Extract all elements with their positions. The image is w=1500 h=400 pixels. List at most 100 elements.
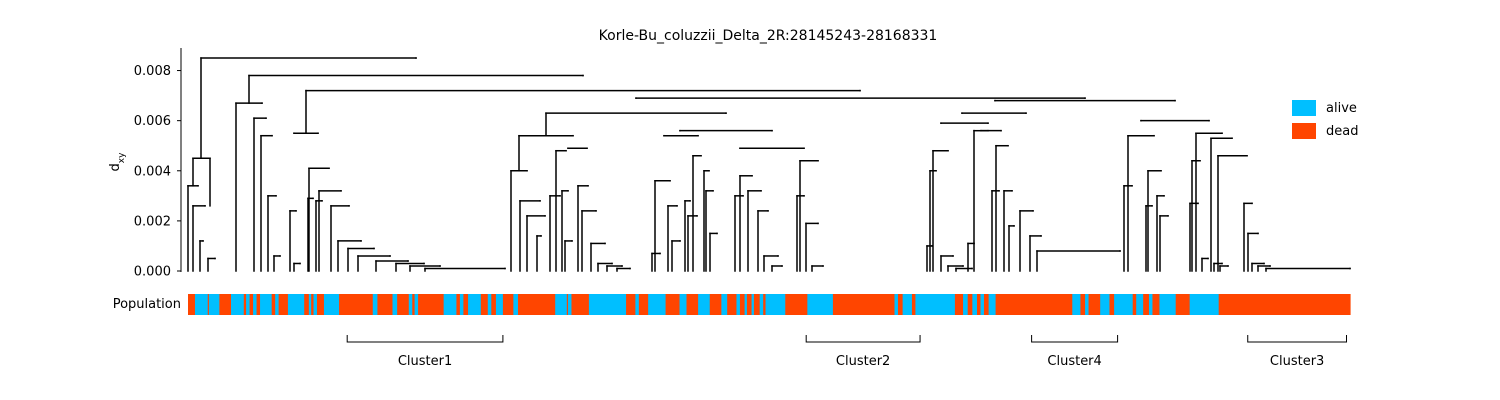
- population-segment-alive: [459, 294, 464, 315]
- population-segment-alive: [721, 294, 728, 315]
- population-segment-dead: [571, 294, 590, 315]
- population-segment-dead: [1152, 294, 1161, 315]
- population-segment-dead: [219, 294, 232, 315]
- cluster-label: Cluster3: [1270, 354, 1324, 369]
- population-bar: [188, 294, 1351, 315]
- population-segment-alive: [894, 294, 899, 315]
- population-segment-alive: [414, 294, 419, 315]
- population-segment-alive: [736, 294, 741, 315]
- dendrogram-tree: [187, 57, 1351, 272]
- population-segment-alive: [972, 294, 978, 315]
- cluster-annotations: Cluster1 Cluster2 Cluster4 Cluster3: [346, 335, 1348, 369]
- population-segment-alive: [567, 294, 573, 315]
- population-segment-alive: [287, 294, 305, 315]
- population-segment-alive: [253, 294, 258, 315]
- population-segment-alive: [744, 294, 748, 315]
- population-segment-alive: [555, 294, 568, 315]
- cluster-label: Cluster4: [1047, 354, 1101, 369]
- population-segment-alive: [323, 294, 340, 315]
- y-tick-label: 0.004: [134, 164, 171, 179]
- y-tick-label: 0.000: [134, 265, 171, 280]
- population-segment-dead: [1218, 294, 1351, 315]
- cluster-bracket: [346, 335, 504, 343]
- population-segment-dead: [1132, 294, 1137, 315]
- population-segment-dead: [832, 294, 896, 315]
- population-segment-dead: [412, 294, 416, 315]
- chart-title: Korle-Bu_coluzzii_Delta_2R:28145243-2816…: [599, 28, 938, 44]
- legend-swatch-dead: [1292, 123, 1316, 139]
- y-axis-label: dxy: [108, 152, 127, 172]
- cluster-label: Cluster1: [398, 354, 452, 369]
- cluster-bracket: [805, 335, 921, 343]
- y-tick-label: 0.006: [134, 114, 171, 129]
- population-segment-dead: [418, 294, 445, 315]
- y-tick-label: 0.002: [134, 214, 171, 229]
- population-segment-alive: [495, 294, 504, 315]
- population-segment-dead: [709, 294, 722, 315]
- population-segment-alive: [1189, 294, 1220, 315]
- population-segment-dead: [954, 294, 964, 315]
- y-tick-label: 0.008: [134, 64, 171, 79]
- y-axis: 0.000 0.002 0.004 0.006 0.008: [134, 48, 182, 280]
- population-segment-alive: [408, 294, 413, 315]
- population-segment-dead: [377, 294, 394, 315]
- legend-label-dead: dead: [1326, 124, 1358, 139]
- population-segment-alive: [513, 294, 519, 315]
- population-segment-alive: [308, 294, 312, 315]
- population-segment-alive: [230, 294, 245, 315]
- population-segment-dead: [271, 294, 276, 315]
- population-segment-alive: [1072, 294, 1082, 315]
- population-segment-dead: [566, 294, 569, 315]
- population-segment-alive: [1114, 294, 1134, 315]
- population-segment-alive: [313, 294, 318, 315]
- population-segment-alive: [392, 294, 398, 315]
- population-segment-dead: [976, 294, 982, 315]
- population-segment-alive: [443, 294, 458, 315]
- population-segment-dead: [911, 294, 917, 315]
- population-segment-alive: [468, 294, 482, 315]
- population-segment-alive: [679, 294, 688, 315]
- population-segment-dead: [967, 294, 973, 315]
- population-segment-dead: [207, 294, 210, 315]
- population-segment-alive: [372, 294, 379, 315]
- population-segment-dead: [304, 294, 310, 315]
- population-segment-dead: [1143, 294, 1150, 315]
- population-label: Population: [113, 297, 181, 312]
- population-segment-alive: [963, 294, 969, 315]
- population-segment-dead: [463, 294, 469, 315]
- population-segment-dead: [249, 294, 254, 315]
- population-segment-alive: [275, 294, 280, 315]
- population-segment-dead: [1175, 294, 1191, 315]
- population-segment-dead: [1080, 294, 1086, 315]
- population-segment-dead: [785, 294, 808, 315]
- population-segment-dead: [1109, 294, 1115, 315]
- population-segment-dead: [339, 294, 374, 315]
- population-segment-dead: [665, 294, 681, 315]
- population-segment-dead: [397, 294, 410, 315]
- population-segment-alive: [902, 294, 913, 315]
- legend-swatch-alive: [1292, 100, 1316, 116]
- population-segment-dead: [316, 294, 325, 315]
- population-segment-alive: [980, 294, 985, 315]
- population-segment-dead: [686, 294, 699, 315]
- population-segment-dead: [278, 294, 289, 315]
- population-segment-dead: [995, 294, 1073, 315]
- population-segment-alive: [988, 294, 997, 315]
- population-segment-alive: [807, 294, 834, 315]
- population-segment-alive: [194, 294, 209, 315]
- population-segment-alive: [588, 294, 627, 315]
- population-segment-alive: [1100, 294, 1111, 315]
- population-segment-alive: [1159, 294, 1177, 315]
- population-segment-dead: [311, 294, 315, 315]
- population-segment-dead: [626, 294, 636, 315]
- population-segment-alive: [915, 294, 956, 315]
- population-segment-alive: [208, 294, 220, 315]
- population-segment-alive: [635, 294, 640, 315]
- population-segment-dead: [739, 294, 746, 315]
- population-segment-dead: [763, 294, 767, 315]
- population-segment-dead: [456, 294, 461, 315]
- population-segment-alive: [765, 294, 786, 315]
- cluster-label: Cluster2: [836, 354, 890, 369]
- population-segment-alive: [759, 294, 764, 315]
